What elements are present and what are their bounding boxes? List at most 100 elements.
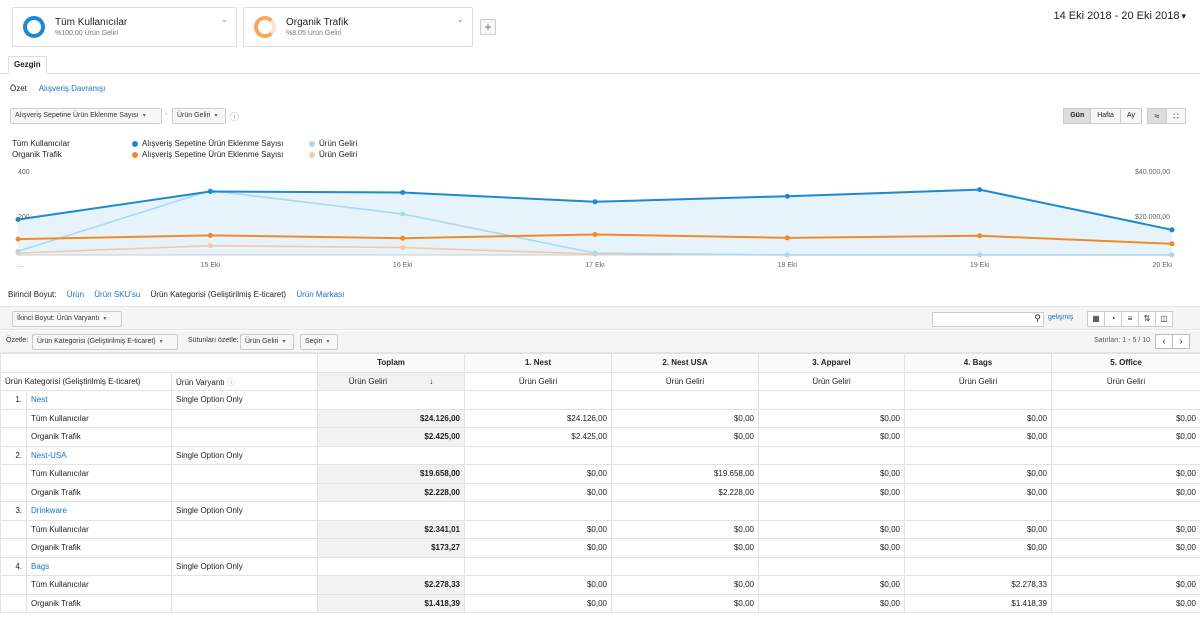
data-point[interactable]: [400, 211, 406, 217]
metric-header[interactable]: Ürün Geliri: [464, 371, 612, 391]
data-point[interactable]: [207, 243, 213, 249]
col-header-office[interactable]: 5. Office: [1051, 353, 1200, 373]
dim-product-sku[interactable]: Ürün SKU'su: [94, 290, 141, 299]
help-icon[interactable]: ⓘ: [230, 112, 240, 122]
value-cell: $0,00: [1051, 408, 1200, 428]
select-dropdown[interactable]: Seçin ▾: [300, 334, 338, 350]
metric1-dropdown[interactable]: Alışveriş Sepetine Ürün Eklenme Sayısı ▾: [10, 108, 162, 124]
line-chart-icon[interactable]: ≈: [1147, 108, 1167, 124]
value-cell: [611, 445, 759, 465]
month-button[interactable]: Ay: [1119, 108, 1142, 124]
col-header-nest[interactable]: 1. Nest: [464, 353, 612, 373]
category-link[interactable]: Bags: [26, 556, 172, 576]
variant-header[interactable]: Ürün Varyantı ⓘ: [171, 371, 318, 391]
data-point[interactable]: [977, 187, 983, 193]
day-button[interactable]: Gün: [1063, 108, 1092, 124]
subtab-summary[interactable]: Özet: [10, 84, 27, 93]
value-cell: [758, 445, 905, 465]
category-link[interactable]: Nest-USA: [26, 445, 172, 465]
legend-item[interactable]: Ürün Geliri: [309, 150, 357, 159]
data-point[interactable]: [977, 233, 983, 239]
data-point[interactable]: [1169, 252, 1175, 258]
help-icon[interactable]: ⓘ: [227, 377, 235, 387]
pivot-columns-dropdown[interactable]: Ürün Geliri ▾: [240, 334, 294, 350]
col-header-bags[interactable]: 4. Bags: [904, 353, 1052, 373]
table-search-input[interactable]: ⚲: [932, 312, 1044, 327]
segment-subtitle: %100,00 Ürün Geliri: [55, 30, 119, 37]
col-header-total: Toplam: [317, 353, 465, 373]
data-point[interactable]: [592, 199, 598, 205]
data-point[interactable]: [1169, 241, 1175, 247]
caret-down-icon: ▾: [103, 316, 107, 322]
legend-item[interactable]: Alışveriş Sepetine Ürün Eklenme Sayısı: [132, 150, 283, 159]
comparison-view-icon[interactable]: ⇅: [1138, 311, 1156, 327]
subtab-shopping[interactable]: Alışveriş Davranışı: [38, 84, 106, 93]
data-point[interactable]: [15, 236, 21, 242]
legend-dot: [132, 140, 138, 147]
data-point[interactable]: [207, 189, 213, 195]
data-point[interactable]: [15, 248, 21, 254]
legend-item[interactable]: Ürün Geliri: [309, 139, 357, 148]
data-point[interactable]: [400, 189, 406, 195]
data-point[interactable]: [207, 232, 213, 238]
pivot-view-icon[interactable]: ◫: [1155, 311, 1173, 327]
pie-view-icon[interactable]: ◔: [1104, 311, 1122, 327]
data-point[interactable]: [400, 235, 406, 241]
chevron-down-icon[interactable]: ⌄: [220, 14, 228, 24]
metric2-dropdown[interactable]: Ürün Geliri ▾: [172, 108, 226, 124]
pivot-dropdown[interactable]: Ürün Kategorisi (Geliştirilmiş E-ticaret…: [32, 334, 178, 350]
motion-chart-icon[interactable]: ∷: [1166, 108, 1186, 124]
category-link[interactable]: Nest: [26, 390, 172, 410]
vs-separator: -: [165, 111, 168, 118]
data-point[interactable]: [400, 245, 406, 251]
value-cell: [904, 390, 1052, 410]
legend-item[interactable]: Alışveriş Sepetine Ürün Eklenme Sayısı: [132, 139, 283, 148]
tab-explorer[interactable]: Gezgin: [8, 56, 47, 74]
data-point[interactable]: [784, 193, 790, 199]
table-view-icon[interactable]: ▦: [1087, 311, 1105, 327]
total-cell: [317, 556, 465, 576]
segment-card-organic[interactable]: Organik Trafik %8,05 Ürün Geliri ⌄: [243, 7, 473, 47]
value-cell: [1051, 501, 1200, 521]
metric-header[interactable]: Ürün Geliri: [758, 371, 905, 391]
chevron-down-icon[interactable]: ⌄: [456, 14, 464, 24]
week-button[interactable]: Hafta: [1090, 108, 1121, 124]
dim-product-brand[interactable]: Ürün Markası: [296, 290, 345, 299]
data-point[interactable]: [592, 231, 598, 237]
data-point[interactable]: [15, 217, 21, 223]
data-point[interactable]: [784, 252, 790, 258]
date-range-picker[interactable]: 14 Eki 2018 - 20 Eki 2018 ▾: [1053, 10, 1186, 22]
data-point[interactable]: [592, 250, 598, 256]
metric-header[interactable]: Ürün Geliri: [1051, 371, 1200, 391]
add-segment-button[interactable]: +: [480, 19, 496, 35]
data-point[interactable]: [977, 252, 983, 258]
data-point[interactable]: [1169, 227, 1175, 233]
total-value-cell: $1.418,39: [317, 593, 465, 613]
dim-product-category[interactable]: Ürün Kategorisi (Geliştirilmiş E-ticaret…: [150, 290, 287, 299]
advanced-filter-link[interactable]: gelişmiş: [1048, 314, 1074, 321]
search-icon[interactable]: ⚲: [1034, 313, 1041, 323]
metric-header[interactable]: Ürün Geliri: [611, 371, 759, 391]
primary-dimension-row: Birincil Boyut: Ürün Ürün SKU'su Ürün Ka…: [8, 290, 352, 299]
legend-segment-organic: Organik Trafik: [12, 150, 62, 159]
metric-header-total[interactable]: Ürün Geliri ↓: [317, 371, 465, 391]
performance-view-icon[interactable]: ≡: [1121, 311, 1139, 327]
segment-name-cell: Organik Trafik: [26, 482, 172, 502]
category-link[interactable]: Drinkware: [26, 501, 172, 521]
segment-card-all-users[interactable]: Tüm Kullanıcılar %100,00 Ürün Geliri ⌄: [12, 7, 237, 47]
metric-header[interactable]: Ürün Geliri: [904, 371, 1052, 391]
prev-page-icon[interactable]: ‹: [1155, 334, 1173, 349]
dim-product[interactable]: Ürün: [66, 290, 85, 299]
secondary-dimension-dropdown[interactable]: İkinci Boyut: Ürün Varyantı ▾: [12, 311, 122, 327]
next-page-icon[interactable]: ›: [1172, 334, 1190, 349]
col-header-apparel[interactable]: 3. Apparel: [758, 353, 905, 373]
col-header-nest-usa[interactable]: 2. Nest USA: [611, 353, 759, 373]
variant-cell: Single Option Only: [171, 501, 318, 521]
data-point[interactable]: [784, 235, 790, 241]
dimension-header[interactable]: Ürün Kategorisi (Geliştirilmiş E-ticaret…: [0, 371, 172, 391]
group-row: 3. Drinkware Single Option Only: [0, 501, 1200, 521]
blank-cell: [0, 519, 27, 539]
value-cell: $0,00: [758, 464, 905, 484]
value-cell: [464, 390, 612, 410]
sort-down-icon[interactable]: ↓: [429, 376, 434, 386]
